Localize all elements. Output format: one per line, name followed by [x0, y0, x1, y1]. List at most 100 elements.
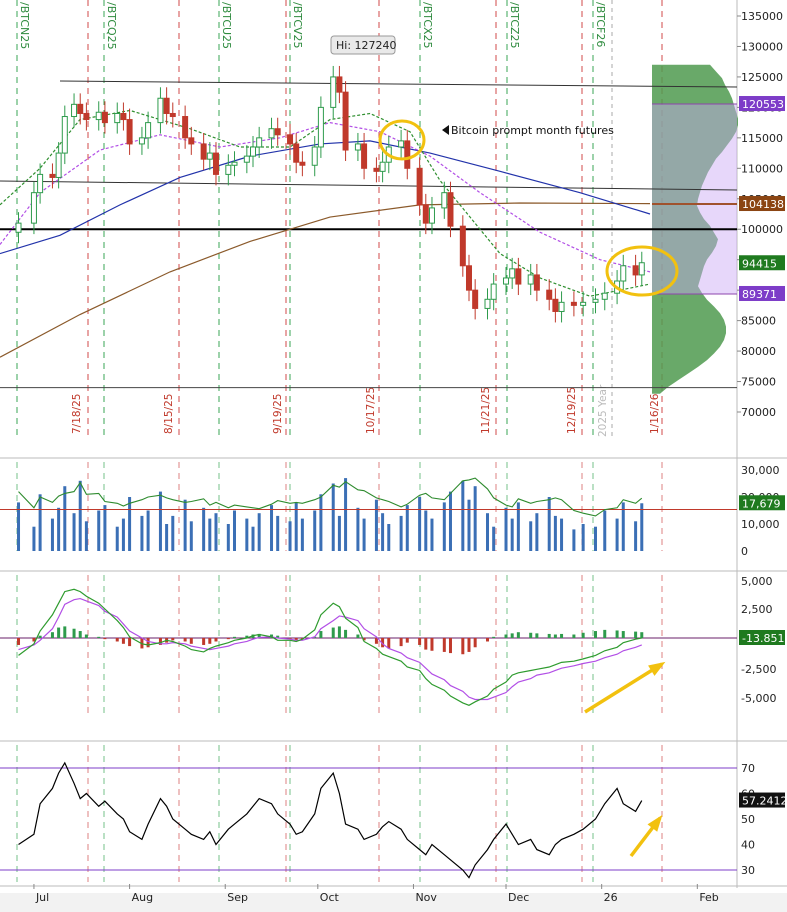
- volume-bar: [640, 503, 644, 551]
- x-tick-label: Jul: [35, 891, 49, 904]
- volume-bar: [128, 497, 132, 551]
- candle-body: [592, 298, 599, 303]
- macd-histogram-bar: [634, 631, 638, 638]
- candle-body: [515, 268, 522, 285]
- macd-histogram-bar: [38, 635, 42, 638]
- candle-body: [330, 76, 337, 108]
- last-price-badge: 94415: [742, 257, 777, 270]
- volume-bar: [344, 478, 348, 551]
- candle-body: [169, 112, 176, 118]
- candle-body: [256, 137, 263, 148]
- annotations: [378, 119, 679, 858]
- volume-bar: [572, 529, 576, 551]
- volume-bar: [337, 515, 341, 551]
- volume-bar: [560, 518, 564, 551]
- x-tick-label: Dec: [508, 891, 529, 904]
- volume-bar: [276, 515, 280, 551]
- volume-bar: [473, 486, 477, 551]
- candle-body: [459, 225, 466, 267]
- futures-annotation: Bitcoin prompt month futures: [442, 124, 614, 137]
- candle-body: [416, 167, 423, 206]
- y-tick-label: 75000: [741, 376, 776, 389]
- x-tick-label: Nov: [415, 891, 437, 904]
- candle-body: [484, 298, 491, 309]
- macd-histogram-bar: [183, 638, 187, 642]
- macd-histogram-bar: [50, 632, 54, 638]
- x-tick-label: 26: [604, 891, 618, 904]
- macd-histogram-bar: [32, 638, 36, 642]
- candle-body: [287, 134, 294, 145]
- volume-bar: [189, 521, 193, 551]
- expiry-label: /BTCV25: [291, 2, 304, 49]
- macd-histogram-bar: [17, 638, 21, 645]
- volume-bar: [356, 507, 360, 551]
- macd-histogram-bar: [374, 638, 378, 644]
- volume-bar: [442, 502, 446, 551]
- volume-bar: [516, 502, 520, 551]
- macd-histogram-bar: [226, 638, 230, 640]
- volume-bar: [17, 502, 21, 551]
- rsi-tick-label: 50: [741, 813, 755, 826]
- macd-badge-bg: [739, 630, 785, 645]
- x-tick-label: Sep: [227, 891, 248, 904]
- moving-averages: [0, 109, 651, 358]
- macd-histogram-bar: [486, 638, 490, 642]
- volume-bar: [424, 510, 428, 551]
- date-label: 12/19/25: [566, 387, 578, 434]
- date-label: 10/17/25: [365, 387, 377, 434]
- macd-histogram-bar: [615, 630, 619, 638]
- y-tick-label: 115000: [741, 132, 783, 145]
- candle-body: [546, 289, 553, 300]
- macd-histogram-bar: [492, 636, 496, 638]
- candle-body: [361, 143, 368, 169]
- candle-body: [250, 146, 257, 157]
- candle-body: [299, 161, 306, 166]
- volume-bar: [504, 507, 508, 551]
- expiry-label: /BTCN25: [18, 2, 31, 49]
- candle-body: [268, 128, 275, 139]
- volume-bar: [245, 518, 249, 551]
- macd-histogram-bar: [84, 634, 88, 638]
- volume-bar: [38, 494, 42, 551]
- volume-bar: [492, 526, 496, 551]
- trend-lines: [0, 80, 738, 389]
- candle-body: [632, 265, 639, 276]
- candle-body: [37, 173, 44, 194]
- volume-bar: [171, 515, 175, 551]
- candle-body: [225, 164, 232, 175]
- macd-histogram-bar: [232, 636, 236, 638]
- candle-body: [126, 119, 133, 145]
- candle-body: [527, 274, 534, 285]
- volume-bar: [251, 526, 255, 551]
- candle-body: [200, 143, 207, 160]
- highlight-circle: [378, 119, 426, 161]
- volume-bar: [319, 494, 323, 551]
- candle-body: [95, 111, 102, 121]
- macd-histogram-bar: [97, 636, 101, 638]
- macd-histogram-bar: [510, 633, 514, 638]
- macd-histogram-bar: [467, 638, 471, 652]
- macd-histogram-bar: [128, 638, 132, 647]
- volume-bar: [97, 510, 101, 551]
- macd-histogram-bar: [621, 631, 625, 638]
- hi-callout-box: [330, 35, 396, 55]
- macd-histogram-bar: [640, 632, 644, 638]
- volume-bar: [399, 515, 403, 551]
- volume-bar: [232, 510, 236, 551]
- candle-body: [293, 143, 300, 163]
- volume-bar: [300, 518, 304, 551]
- candle-body: [311, 146, 318, 166]
- y-tick-label: 80000: [741, 345, 776, 358]
- volume-bar: [448, 491, 452, 551]
- candle-body: [138, 137, 145, 145]
- volume-bar: [158, 491, 162, 551]
- volume-bar: [57, 507, 61, 551]
- candle-body: [465, 265, 472, 291]
- highlight-circle: [605, 245, 679, 297]
- date-label: 7/18/25: [71, 394, 83, 434]
- last-price-badge-bg: [739, 255, 785, 271]
- macd-histogram-bar: [202, 638, 206, 645]
- candle-body: [472, 289, 479, 309]
- volume-bar: [331, 483, 335, 551]
- axis-labels: 1350001300001250001200001150001100001050…: [33, 10, 787, 904]
